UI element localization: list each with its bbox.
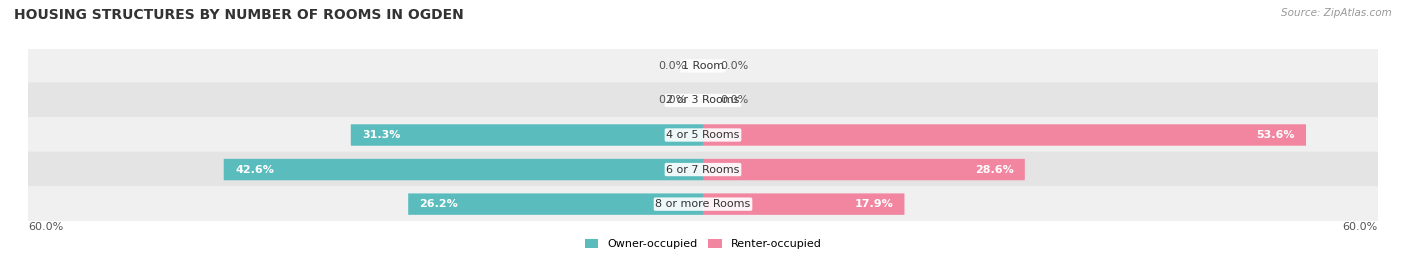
Text: 31.3%: 31.3% <box>363 130 401 140</box>
Text: 60.0%: 60.0% <box>28 222 63 232</box>
Text: 60.0%: 60.0% <box>1343 222 1378 232</box>
FancyBboxPatch shape <box>224 159 703 180</box>
Text: Source: ZipAtlas.com: Source: ZipAtlas.com <box>1281 8 1392 18</box>
Text: 53.6%: 53.6% <box>1256 130 1295 140</box>
Text: 26.2%: 26.2% <box>419 199 458 209</box>
Text: 2 or 3 Rooms: 2 or 3 Rooms <box>666 95 740 106</box>
Text: 0.0%: 0.0% <box>720 61 748 71</box>
FancyBboxPatch shape <box>28 48 1378 84</box>
Text: HOUSING STRUCTURES BY NUMBER OF ROOMS IN OGDEN: HOUSING STRUCTURES BY NUMBER OF ROOMS IN… <box>14 8 464 22</box>
Text: 0.0%: 0.0% <box>658 95 686 106</box>
FancyBboxPatch shape <box>703 193 904 215</box>
FancyBboxPatch shape <box>28 117 1378 153</box>
FancyBboxPatch shape <box>28 186 1378 222</box>
FancyBboxPatch shape <box>703 124 1306 146</box>
Text: 6 or 7 Rooms: 6 or 7 Rooms <box>666 164 740 175</box>
Text: 42.6%: 42.6% <box>235 164 274 175</box>
FancyBboxPatch shape <box>28 151 1378 188</box>
Legend: Owner-occupied, Renter-occupied: Owner-occupied, Renter-occupied <box>581 235 825 254</box>
FancyBboxPatch shape <box>703 159 1025 180</box>
Text: 0.0%: 0.0% <box>658 61 686 71</box>
Text: 28.6%: 28.6% <box>974 164 1014 175</box>
Text: 1 Room: 1 Room <box>682 61 724 71</box>
Text: 0.0%: 0.0% <box>720 95 748 106</box>
Text: 17.9%: 17.9% <box>855 199 893 209</box>
FancyBboxPatch shape <box>28 82 1378 119</box>
FancyBboxPatch shape <box>352 124 703 146</box>
FancyBboxPatch shape <box>408 193 703 215</box>
Text: 8 or more Rooms: 8 or more Rooms <box>655 199 751 209</box>
Text: 4 or 5 Rooms: 4 or 5 Rooms <box>666 130 740 140</box>
